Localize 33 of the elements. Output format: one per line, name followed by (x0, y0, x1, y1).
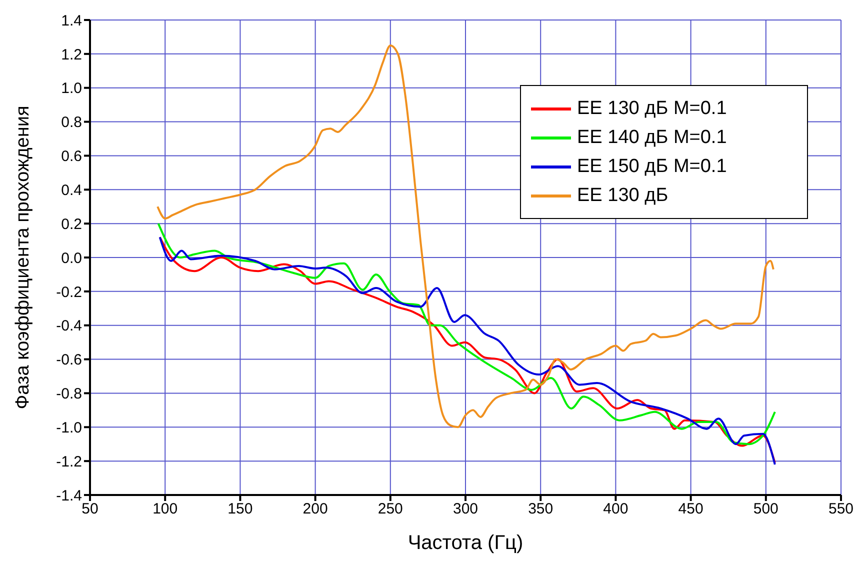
y-tick-label: -1.0 (56, 419, 82, 436)
y-tick-label: -0.8 (56, 386, 82, 403)
y-tick-label: -1.2 (56, 453, 82, 470)
x-tick-label: 500 (753, 500, 778, 518)
y-tick-label: 1.0 (61, 80, 82, 98)
x-tick-label: 50 (82, 500, 98, 518)
x-tick-label: 100 (152, 500, 178, 518)
y-tick-label: 0.8 (61, 114, 82, 132)
y-tick-label: 1.4 (61, 12, 82, 30)
y-tick-label: -0.6 (56, 352, 82, 369)
y-tick-label: 0.2 (61, 216, 82, 233)
x-tick-label: 450 (678, 500, 704, 518)
x-tick-label: 300 (452, 500, 478, 518)
y-tick-label: 0.0 (61, 250, 82, 267)
y-axis-title: Фаза коэффициента прохождения (12, 106, 34, 410)
y-tick-label: 1.2 (61, 46, 82, 64)
y-tick-label: -1.4 (56, 487, 82, 504)
x-tick-label: 250 (378, 500, 403, 518)
x-tick-label: 200 (302, 500, 328, 518)
x-tick-label: 350 (528, 500, 554, 518)
x-tick-label: 400 (603, 500, 628, 518)
y-tick-label: -0.2 (56, 284, 82, 301)
x-tick-label: 150 (228, 500, 253, 518)
legend-label: EE 150 дБ M=0.1 (577, 155, 727, 179)
y-tick-label: 0.4 (61, 182, 82, 199)
legend-label: EE 130 дБ (577, 184, 668, 208)
y-tick-label: -0.4 (56, 318, 82, 335)
line-series (156, 44, 774, 428)
legend-label: EE 140 дБ M=0.1 (577, 126, 727, 150)
y-tick-label: 0.6 (61, 148, 82, 166)
x-axis-title: Частота (Гц) (408, 532, 524, 554)
legend-label: EE 130 дБ M=0.1 (577, 97, 727, 121)
x-tick-label: 550 (828, 500, 854, 518)
